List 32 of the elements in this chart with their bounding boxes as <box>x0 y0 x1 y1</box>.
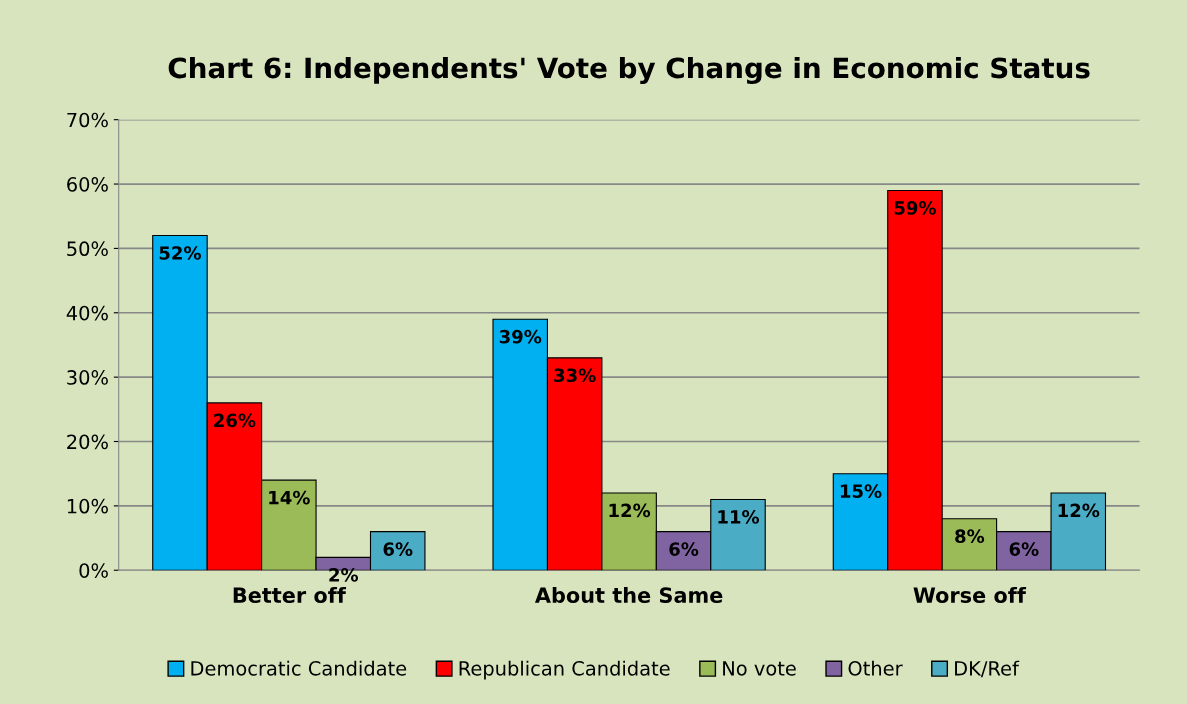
y-tick-label: 60% <box>67 177 108 192</box>
data-label: 12% <box>609 503 651 518</box>
data-label: 6% <box>1009 542 1039 556</box>
data-label: 39% <box>499 329 542 344</box>
legend-label: DK/Ref <box>955 660 1020 678</box>
legend-label: Democratic Candidate <box>191 660 407 676</box>
y-tick-label: 30% <box>67 370 108 385</box>
x-tick-label: About the Same <box>534 586 723 604</box>
data-label: 6% <box>669 542 699 556</box>
data-label: 8% <box>955 529 985 544</box>
y-tick-label: 0% <box>79 563 108 578</box>
y-tick-label: 20% <box>67 434 108 450</box>
data-label: 33% <box>554 368 596 383</box>
legend-label: Other <box>848 660 903 676</box>
y-tick-label: 10% <box>67 498 108 514</box>
x-tick-label: Worse off <box>913 586 1027 604</box>
data-label: 12% <box>1058 503 1100 518</box>
data-label: 14% <box>269 490 310 505</box>
data-label: 11% <box>718 510 760 524</box>
data-label: 15% <box>840 484 882 498</box>
chart-title: Chart 6: Independents' Vote by Change in Economic Status <box>168 56 1090 85</box>
data-label: 59% <box>894 201 936 215</box>
data-label: 52% <box>159 246 201 260</box>
data-label: 26% <box>214 413 256 428</box>
data-label: 2% <box>329 567 359 582</box>
y-tick-label: 70% <box>67 112 108 128</box>
data-label: 6% <box>383 542 413 556</box>
y-tick-label: 50% <box>67 241 108 257</box>
legend-label: Republican Candidate <box>459 660 670 680</box>
y-tick-label: 40% <box>66 305 108 321</box>
x-tick-label: Better off <box>233 586 347 604</box>
legend-label: No vote <box>723 661 796 676</box>
